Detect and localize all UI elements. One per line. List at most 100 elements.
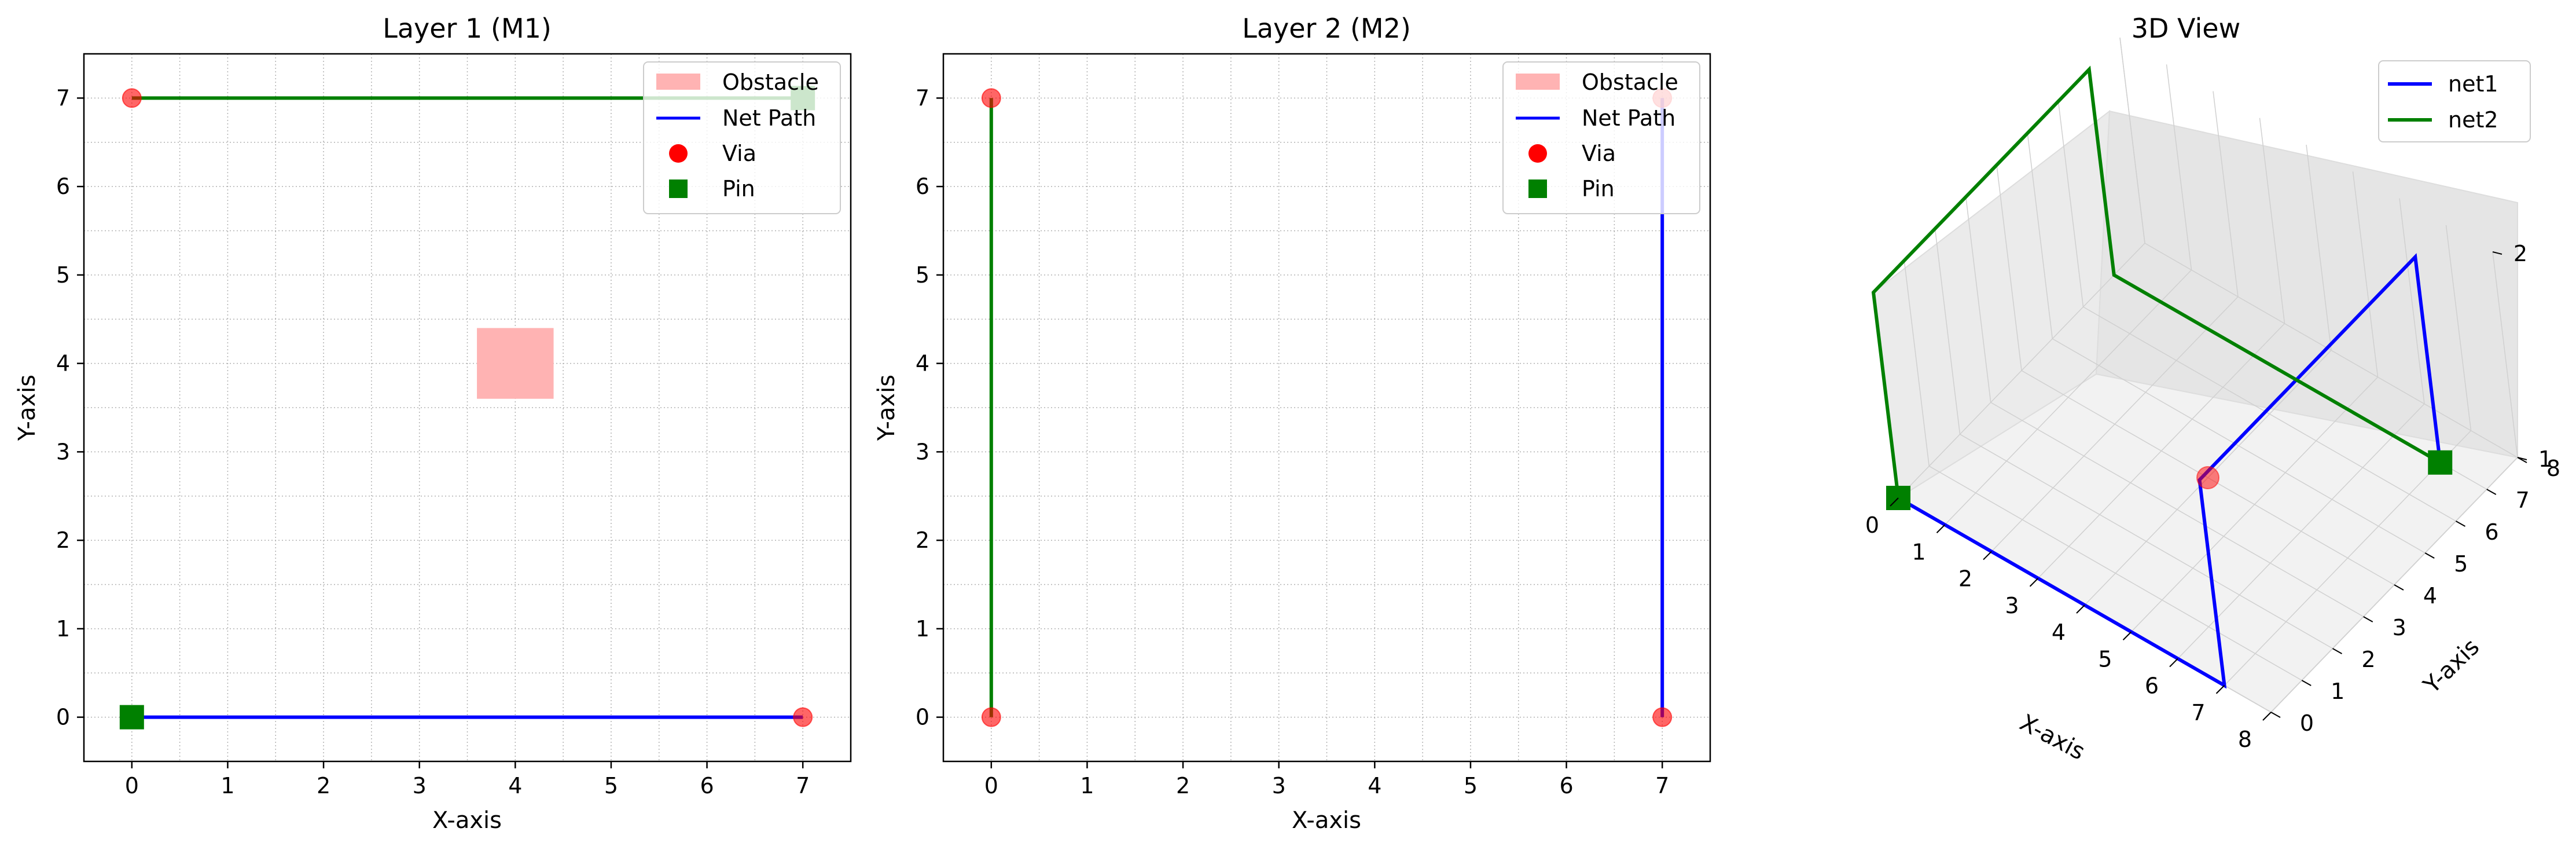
via-marker	[793, 707, 813, 727]
legend-pin-label: Pin	[722, 176, 755, 201]
layer2-y-axis-label: Y-axis	[873, 375, 900, 441]
back-wall-grid-line	[2352, 171, 2379, 378]
3d-legend: net1 net2	[2378, 60, 2531, 142]
3d-x-tick-label: 1	[1912, 539, 1925, 565]
y-tick-label: 1	[56, 616, 70, 642]
left-wall-grid-line	[2119, 37, 2145, 244]
x-tick-label: 4	[508, 773, 522, 798]
legend-via-swatch	[1528, 144, 1547, 163]
layer1-ticks: 0 1 2 3 4 5 6 7 0 1 2 3 4 5 6 7	[56, 85, 810, 798]
pin-marker-3d	[2428, 450, 2453, 475]
3d-y-tick-mark	[2301, 680, 2312, 686]
layer2-plot-frame	[942, 53, 1711, 763]
3d-x-tick-mark	[2122, 631, 2132, 640]
3d-x-tick-label: 5	[2098, 646, 2112, 672]
x-tick-label: 7	[796, 773, 810, 798]
3d-x-tick-label: 2	[1958, 566, 1972, 592]
via-marker	[122, 88, 142, 108]
left-wall-grid-line	[2057, 101, 2084, 307]
3d-y-tick-label: 8	[2546, 456, 2560, 481]
y-tick-label: 7	[916, 85, 929, 111]
layer1-obstacles	[477, 328, 554, 399]
y-tick-label: 6	[56, 174, 70, 199]
legend-pin-swatch	[1528, 179, 1547, 198]
pin-marker	[119, 705, 144, 730]
layer2-legend: Obstacle Net Path Via Pin	[1502, 61, 1700, 214]
y-tick-label: 2	[56, 527, 70, 553]
x-tick-label: 3	[1272, 773, 1286, 798]
back-wall-grid-line	[2166, 64, 2192, 270]
3d-y-tick-label: 4	[2423, 583, 2437, 609]
3d-y-tick-mark	[2424, 552, 2435, 559]
y-tick-label: 3	[56, 439, 70, 464]
layer1-plot-frame	[83, 53, 852, 763]
x-tick-label: 5	[1464, 773, 1478, 798]
y-tick-label: 1	[916, 616, 929, 642]
3d-y-tick-mark	[2363, 616, 2373, 622]
3d-y-tick-label: 6	[2485, 519, 2498, 545]
x-tick-label: 6	[1559, 773, 1573, 798]
y-tick-label: 0	[56, 705, 70, 730]
legend-obstacle-label: Obstacle	[722, 69, 819, 95]
legend-obstacle-swatch	[1516, 74, 1560, 90]
3d-x-tick-mark	[2029, 578, 2039, 587]
legend-box	[643, 61, 841, 214]
x-tick-label: 1	[221, 773, 234, 798]
x-tick-label: 4	[1368, 773, 1381, 798]
layer2-x-axis-label: X-axis	[1292, 807, 1361, 834]
floor-grid-line	[2144, 243, 2518, 458]
via-marker	[981, 707, 1001, 727]
x-tick-label: 0	[125, 773, 139, 798]
layer2-title: Layer 2 (M2)	[1242, 13, 1411, 44]
legend-via-label: Via	[722, 141, 756, 166]
3d-y-tick-label: 1	[2331, 679, 2345, 704]
3d-x-tick-mark	[2169, 658, 2178, 668]
3d-view-title: 3D View	[2132, 13, 2240, 44]
y-tick-label: 5	[56, 262, 70, 288]
3d-x-tick-mark	[1936, 524, 1946, 533]
x-tick-label: 1	[1080, 773, 1094, 798]
layer1-panel: 0 1 2 3 4 5 6 7 0 1 2 3 4 5 6 7 Layer 1 (M1) X-axis Y-a…	[14, 13, 852, 834]
floor-grid-line	[2083, 306, 2456, 522]
3d-x-tick-label: 8	[2238, 727, 2252, 752]
floor-grid-line	[2052, 338, 2426, 554]
3d-z-tick-label: 2	[2513, 241, 2527, 266]
legend-obstacle-label: Obstacle	[1582, 69, 1678, 95]
3d-y-tick-label: 5	[2454, 551, 2468, 577]
3d-y-tick-label: 7	[2516, 488, 2530, 513]
3d-z-tick-mark	[2492, 251, 2502, 255]
y-tick-label: 2	[916, 527, 929, 553]
x-tick-label: 0	[984, 773, 998, 798]
3d-y-tick-mark	[2486, 489, 2497, 495]
3d-y-tick-mark	[2332, 648, 2342, 654]
legend-pin-label: Pin	[1582, 176, 1615, 201]
3d-z-tick-label: 1	[2538, 446, 2552, 472]
via-marker	[1652, 707, 1673, 727]
3d-x-tick-mark	[2262, 712, 2272, 721]
left-wall-grid-line	[2027, 133, 2053, 339]
3d-y-tick-label: 2	[2361, 647, 2375, 672]
y-tick-label: 4	[916, 351, 929, 376]
floor-grid-line	[2177, 403, 2425, 660]
3d-y-tick-mark	[2456, 521, 2465, 527]
layer1-x-axis-label: X-axis	[432, 807, 502, 834]
back-wall-grid-line	[2259, 118, 2285, 324]
legend-via-label: Via	[1582, 141, 1616, 166]
left-wall-grid-line	[1934, 228, 1961, 435]
3d-x-tick-mark	[2215, 685, 2225, 694]
3d-x-tick-mark	[1890, 497, 1899, 507]
3d-x-tick-mark	[1983, 551, 1992, 560]
y-tick-label: 0	[916, 705, 929, 730]
legend-pin-swatch	[669, 179, 688, 198]
3d-y-tick-label: 0	[2300, 710, 2314, 736]
3d-y-axis-label: Y-axis	[2418, 633, 2485, 699]
via-marker	[981, 88, 1001, 108]
left-wall-grid-line	[1965, 196, 1991, 403]
3d-x-tick-mark	[2076, 604, 2085, 614]
x-tick-label: 7	[1655, 773, 1669, 798]
via-marker-3d	[2196, 466, 2219, 489]
legend-via-swatch	[669, 144, 688, 163]
